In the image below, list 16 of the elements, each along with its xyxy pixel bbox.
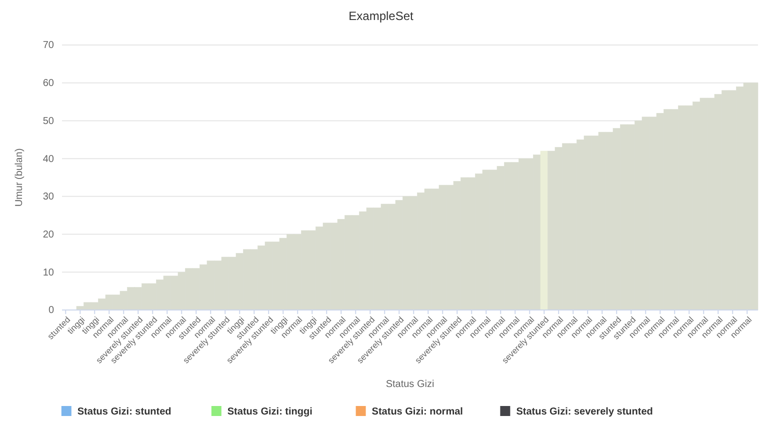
y-tick-label: 40	[42, 154, 54, 165]
y-tick-label: 20	[42, 229, 54, 240]
y-tick-label: 70	[42, 40, 54, 52]
legend-label: Status Gizi: stunted	[77, 406, 172, 418]
y-tick-label: 50	[42, 116, 54, 127]
y-tick-label: 60	[42, 78, 54, 90]
legend-label: Status Gizi: normal	[372, 406, 464, 418]
y-axis-title: Umur (bulan)	[14, 148, 25, 207]
legend-label: Status Gizi: tinggi	[227, 406, 313, 418]
x-axis-title: Status Gizi	[386, 379, 434, 390]
y-tick-label: 0	[48, 305, 54, 316]
y-tick-label: 30	[42, 192, 54, 203]
bar	[540, 150, 548, 310]
legend-label: Status Gizi: severely stunted	[516, 406, 653, 418]
chart-title: ExampleSet	[348, 9, 414, 23]
y-tick-label: 10	[42, 267, 54, 278]
